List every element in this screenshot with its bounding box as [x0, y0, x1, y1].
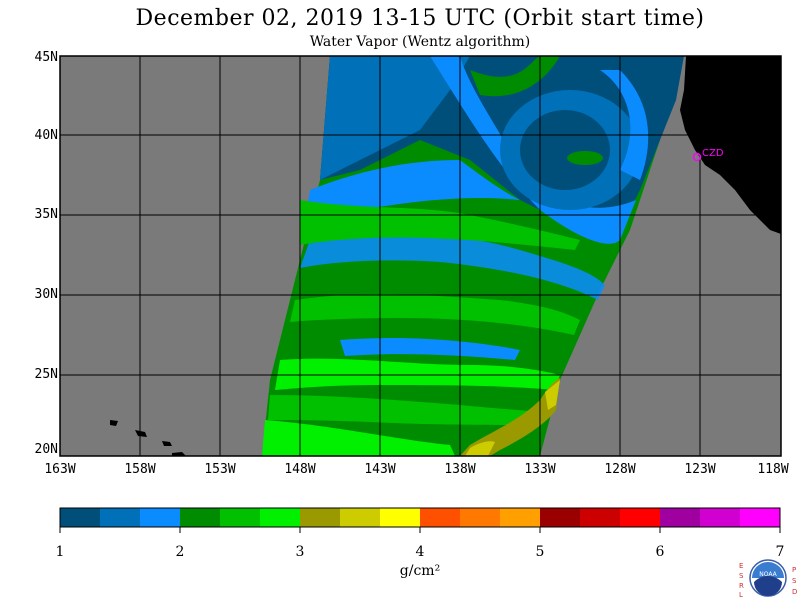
logo-letter: R — [739, 582, 744, 590]
lon-label: 118W — [757, 462, 789, 477]
lon-label: 148W — [284, 462, 316, 477]
colorbar-swatch — [420, 508, 461, 527]
colorbar-swatch — [540, 508, 581, 527]
colorbar-swatch — [60, 508, 101, 527]
lon-label: 128W — [604, 462, 636, 477]
colorbar-swatch — [180, 508, 221, 527]
lon-label: 138W — [444, 462, 476, 477]
colorbar-label: 2 — [175, 544, 185, 560]
colorbar-label: 3 — [295, 544, 305, 560]
island-oahu — [135, 430, 147, 437]
colorbar-label: 6 — [655, 544, 665, 560]
lon-label: 143W — [364, 462, 396, 477]
map-frame — [59, 55, 782, 457]
water-vapor-swath — [262, 56, 684, 456]
lon-label: 123W — [684, 462, 716, 477]
lon-label: 163W — [44, 462, 76, 477]
lat-label: 30N — [34, 287, 58, 302]
colorbar-swatch — [340, 508, 381, 527]
colorbar-swatch — [260, 508, 301, 527]
svg-text:NOAA: NOAA — [759, 571, 777, 578]
colorbar-label: 4 — [415, 544, 425, 560]
noaa-logo: NOAA — [749, 559, 787, 597]
map-subtitle: Water Vapor (Wentz algorithm) — [309, 34, 531, 50]
logo-letter: L — [739, 591, 743, 599]
logo-letter: S — [739, 572, 744, 580]
colorbar-label: 5 — [535, 544, 545, 560]
lon-label: 153W — [204, 462, 236, 477]
logo-letter: S — [792, 577, 797, 585]
colorbar-swatch — [740, 508, 781, 527]
station-marker-icon — [692, 152, 702, 162]
lat-label: 20N — [34, 442, 58, 457]
lat-label: 25N — [34, 367, 58, 382]
island-maui — [162, 441, 172, 446]
colorbar-swatch — [700, 508, 741, 527]
station-label: CZD — [702, 148, 724, 159]
lon-label: 133W — [524, 462, 556, 477]
logo-letter: P — [792, 566, 797, 574]
colorbar-swatch — [300, 508, 341, 527]
land-mass — [110, 56, 781, 456]
lat-label: 45N — [34, 50, 58, 65]
island-kauai — [110, 420, 118, 426]
colorbar-swatch — [100, 508, 141, 527]
lon-label: 158W — [124, 462, 156, 477]
lat-label: 40N — [34, 128, 58, 143]
logo-letter: D — [792, 588, 798, 596]
colorbar-swatch — [620, 508, 661, 527]
map-title: December 02, 2019 13-15 UTC (Orbit start… — [135, 6, 705, 31]
colorbar-swatch — [660, 508, 701, 527]
colorbar-label: 7 — [775, 544, 785, 560]
logo-letter: E — [739, 562, 744, 570]
map-grid — [60, 56, 781, 456]
colorbar — [59, 507, 781, 533]
colorbar-swatch — [220, 508, 261, 527]
colorbar-swatch — [580, 508, 621, 527]
lat-label: 35N — [34, 207, 58, 222]
colorbar-swatch — [140, 508, 181, 527]
colorbar-swatch — [500, 508, 541, 527]
colorbar-swatch — [460, 508, 501, 527]
colorbar-swatch — [380, 508, 421, 527]
colorbar-label: 1 — [55, 544, 65, 560]
island-hawaii — [172, 452, 186, 456]
colorbar-unit: g/cm² — [399, 563, 441, 579]
